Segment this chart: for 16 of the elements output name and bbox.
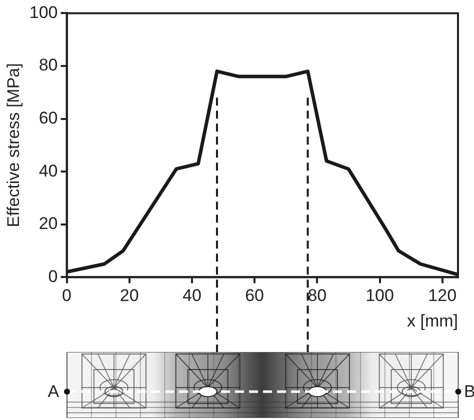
- y-tick-label: 20: [38, 214, 58, 234]
- y-tick-label: 100: [29, 2, 58, 22]
- y-tick-label: 60: [38, 108, 58, 128]
- x-tick-label: 80: [308, 286, 327, 306]
- x-tick-label: 0: [62, 286, 72, 306]
- y-tick-label: 0: [48, 266, 58, 286]
- x-tick-label: 20: [120, 286, 139, 306]
- x-tick-label: 120: [428, 286, 457, 306]
- x-tick-label: 100: [366, 286, 394, 306]
- y-tick-label: 40: [38, 161, 58, 180]
- y-tick-label: 80: [38, 56, 58, 75]
- y-axis-title: Effective stress [MPa]: [4, 63, 23, 228]
- text: A: [48, 382, 60, 401]
- x-tick-label: 40: [182, 286, 202, 306]
- x-axis-title: x [mm]: [407, 311, 458, 330]
- x-tick-label: 60: [245, 286, 264, 306]
